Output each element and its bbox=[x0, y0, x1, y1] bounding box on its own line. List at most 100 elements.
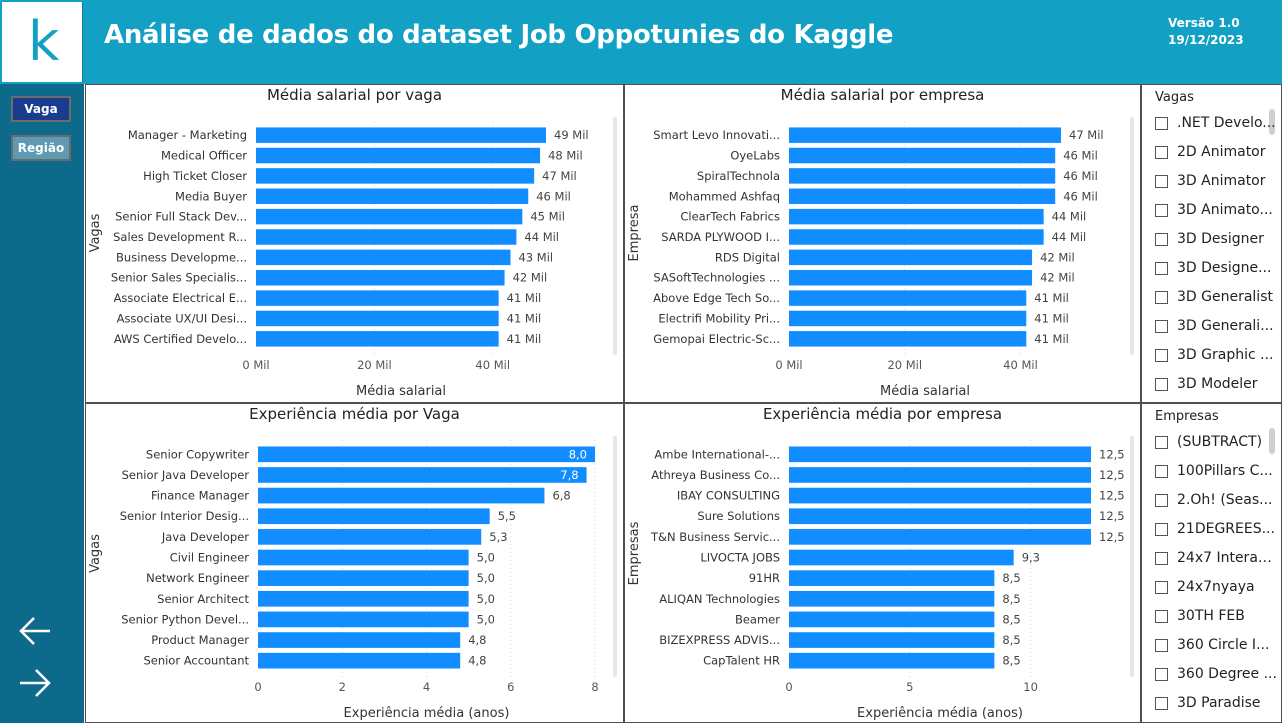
y-axis-title: Empresa bbox=[627, 205, 642, 262]
chart-scrollbar[interactable] bbox=[613, 436, 617, 677]
bar[interactable] bbox=[789, 611, 995, 628]
bar[interactable] bbox=[256, 127, 546, 143]
bar[interactable] bbox=[258, 508, 490, 525]
nav-regiao-button[interactable]: Região bbox=[11, 135, 71, 161]
checkbox-icon[interactable] bbox=[1155, 261, 1168, 275]
bar[interactable] bbox=[256, 249, 511, 266]
slicer-item[interactable]: 21DEGREES... bbox=[1155, 518, 1281, 540]
bar[interactable] bbox=[789, 310, 1027, 327]
bar[interactable] bbox=[258, 590, 469, 607]
slicer-item[interactable]: 24x7nyaya bbox=[1155, 576, 1281, 598]
slicer-item[interactable]: 2.Oh! (Seas... bbox=[1155, 489, 1281, 511]
bar[interactable] bbox=[258, 611, 469, 628]
slicer-item[interactable]: 3D Designer bbox=[1155, 228, 1281, 250]
bar[interactable] bbox=[789, 652, 995, 669]
bar[interactable] bbox=[256, 290, 499, 306]
slicer-item[interactable]: 30TH FEB bbox=[1155, 605, 1281, 627]
bar[interactable] bbox=[789, 147, 1056, 164]
checkbox-icon[interactable] bbox=[1155, 522, 1168, 536]
bar[interactable] bbox=[789, 529, 1091, 545]
slicer-item[interactable]: 3D Modeler bbox=[1155, 373, 1281, 395]
data-label: 42 Mil bbox=[513, 271, 548, 285]
slicer-item[interactable]: 3D Paradise bbox=[1155, 692, 1281, 714]
checkbox-icon[interactable] bbox=[1155, 377, 1168, 391]
bar[interactable] bbox=[258, 652, 461, 669]
checkbox-icon[interactable] bbox=[1155, 580, 1168, 594]
slicer-item[interactable]: 3D Animator bbox=[1155, 170, 1281, 192]
bar[interactable] bbox=[789, 331, 1027, 347]
category-label: Medical Officer bbox=[161, 149, 247, 163]
slicer-item[interactable]: 3D Generalist bbox=[1155, 286, 1281, 308]
data-label: 43 Mil bbox=[518, 250, 553, 264]
checkbox-icon[interactable] bbox=[1155, 638, 1168, 652]
chart-scrollbar[interactable] bbox=[613, 117, 617, 355]
checkbox-icon[interactable] bbox=[1155, 696, 1168, 710]
checkbox-icon[interactable] bbox=[1155, 609, 1168, 623]
bar[interactable] bbox=[789, 487, 1091, 504]
arrow-right-icon[interactable] bbox=[18, 668, 52, 698]
checkbox-icon[interactable] bbox=[1155, 145, 1168, 159]
slicer-item[interactable]: 2D Animator bbox=[1155, 141, 1281, 163]
slicer-item[interactable]: 3D Generali... bbox=[1155, 315, 1281, 337]
bar[interactable] bbox=[789, 508, 1091, 525]
checkbox-icon[interactable] bbox=[1155, 290, 1168, 304]
bar[interactable] bbox=[258, 446, 595, 463]
checkbox-icon[interactable] bbox=[1155, 174, 1168, 188]
slicer-item[interactable]: 100Pillars C... bbox=[1155, 460, 1281, 482]
bar[interactable] bbox=[258, 529, 482, 545]
bar[interactable] bbox=[258, 570, 469, 586]
bar[interactable] bbox=[256, 229, 517, 245]
bar[interactable] bbox=[789, 446, 1091, 463]
bar[interactable] bbox=[256, 269, 505, 286]
bar[interactable] bbox=[256, 310, 499, 327]
checkbox-icon[interactable] bbox=[1155, 319, 1168, 333]
slicer-item[interactable]: 360 Circle I... bbox=[1155, 634, 1281, 656]
checkbox-icon[interactable] bbox=[1155, 667, 1168, 681]
bar[interactable] bbox=[258, 467, 587, 483]
bar[interactable] bbox=[789, 188, 1056, 205]
data-label: 45 Mil bbox=[530, 210, 565, 224]
bar[interactable] bbox=[789, 127, 1061, 143]
bar[interactable] bbox=[789, 590, 995, 607]
bar[interactable] bbox=[256, 168, 535, 184]
nav-vaga-button[interactable]: Vaga bbox=[11, 96, 71, 122]
slicer-item[interactable]: (SUBTRACT) bbox=[1155, 431, 1281, 453]
checkbox-icon[interactable] bbox=[1155, 435, 1168, 449]
bar[interactable] bbox=[258, 632, 461, 648]
bar[interactable] bbox=[789, 467, 1091, 483]
checkbox-icon[interactable] bbox=[1155, 348, 1168, 362]
slicer-scrollbar[interactable] bbox=[1269, 109, 1275, 135]
bar[interactable] bbox=[789, 632, 995, 648]
bar[interactable] bbox=[258, 487, 545, 504]
y-axis-title: Vagas bbox=[88, 213, 103, 252]
checkbox-icon[interactable] bbox=[1155, 464, 1168, 478]
bar[interactable] bbox=[256, 147, 541, 164]
checkbox-icon[interactable] bbox=[1155, 203, 1168, 217]
checkbox-icon[interactable] bbox=[1155, 551, 1168, 565]
bar[interactable] bbox=[256, 188, 529, 205]
checkbox-icon[interactable] bbox=[1155, 493, 1168, 507]
slicer-item[interactable]: 3D Graphic ... bbox=[1155, 344, 1281, 366]
checkbox-icon[interactable] bbox=[1155, 116, 1168, 130]
slicer-scrollbar[interactable] bbox=[1269, 428, 1275, 454]
slicer-item[interactable]: 3D Animato... bbox=[1155, 199, 1281, 221]
bar[interactable] bbox=[789, 249, 1033, 266]
chart-scrollbar[interactable] bbox=[1130, 436, 1134, 677]
bar[interactable] bbox=[789, 290, 1027, 306]
slicer-item[interactable]: 3D Designe... bbox=[1155, 257, 1281, 279]
bar[interactable] bbox=[789, 229, 1044, 245]
bar[interactable] bbox=[789, 269, 1033, 286]
bar[interactable] bbox=[789, 208, 1044, 225]
bar[interactable] bbox=[789, 570, 995, 586]
bar[interactable] bbox=[258, 549, 469, 566]
checkbox-icon[interactable] bbox=[1155, 232, 1168, 246]
chart-scrollbar[interactable] bbox=[1130, 117, 1134, 355]
bar[interactable] bbox=[789, 549, 1014, 566]
slicer-item[interactable]: .NET Develo... bbox=[1155, 112, 1281, 134]
bar[interactable] bbox=[256, 208, 523, 225]
slicer-item[interactable]: 360 Degree ... bbox=[1155, 663, 1281, 685]
arrow-left-icon[interactable] bbox=[18, 616, 52, 646]
bar[interactable] bbox=[256, 331, 499, 347]
bar[interactable] bbox=[789, 168, 1056, 184]
slicer-item[interactable]: 24x7 Interac... bbox=[1155, 547, 1281, 569]
